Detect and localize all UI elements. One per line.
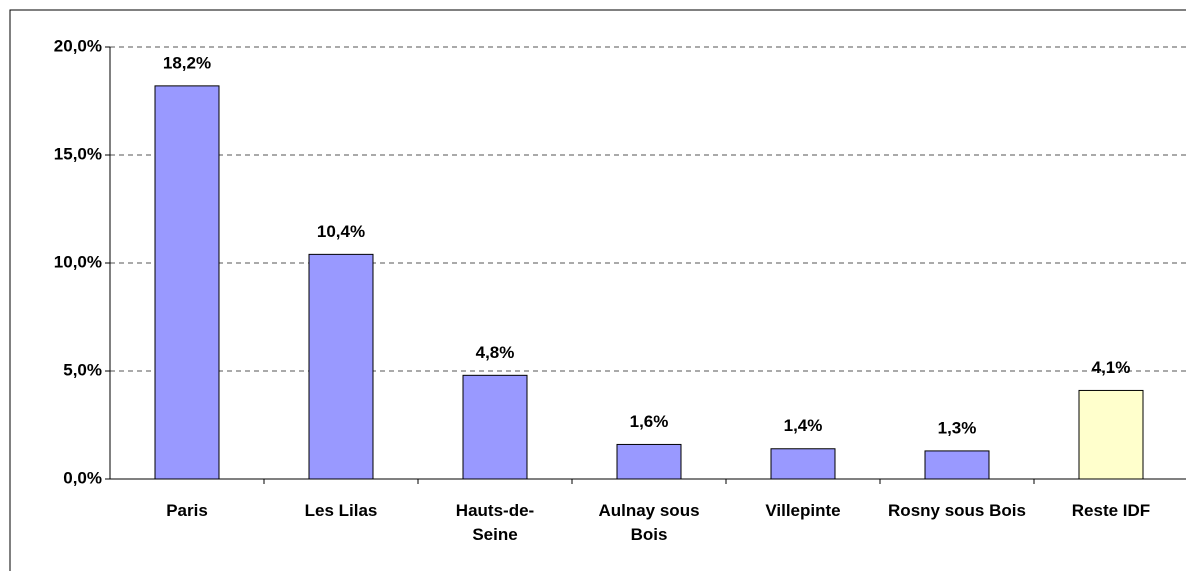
- bar: [1078, 389, 1144, 480]
- frame: [9, 9, 1186, 571]
- value-label: 1,6%: [630, 412, 669, 431]
- x-tick-label: Reste IDF: [1071, 501, 1151, 520]
- x-tick-label: Les Lilas: [304, 501, 378, 520]
- value-label: 18,2%: [163, 53, 211, 72]
- y-tick-label: 15,0%: [54, 144, 102, 163]
- x-tick-label: Paris: [166, 501, 208, 520]
- y-tick-label: 20,0%: [54, 36, 102, 55]
- bar: [462, 374, 528, 480]
- bar: [924, 450, 990, 480]
- bar: [154, 85, 220, 480]
- y-tick-label: 0,0%: [63, 468, 102, 487]
- y-tick-label: 10,0%: [54, 252, 102, 271]
- value-label: 1,4%: [784, 416, 823, 435]
- value-label: 4,8%: [476, 343, 515, 362]
- bar: [616, 443, 682, 480]
- x-tick-label: Aulnay sous Bois: [598, 501, 700, 544]
- value-label: 10,4%: [317, 222, 365, 241]
- bar: [770, 448, 836, 480]
- value-label: 4,1%: [1092, 358, 1131, 377]
- x-tick-label: Hauts-de-Seine: [455, 501, 535, 544]
- y-tick-label: 5,0%: [63, 360, 102, 379]
- value-label: 1,3%: [938, 418, 977, 437]
- x-tick-label: Villepinte: [765, 501, 841, 520]
- x-tick-label: Rosny sous Bois: [888, 501, 1026, 520]
- bar: [308, 253, 374, 480]
